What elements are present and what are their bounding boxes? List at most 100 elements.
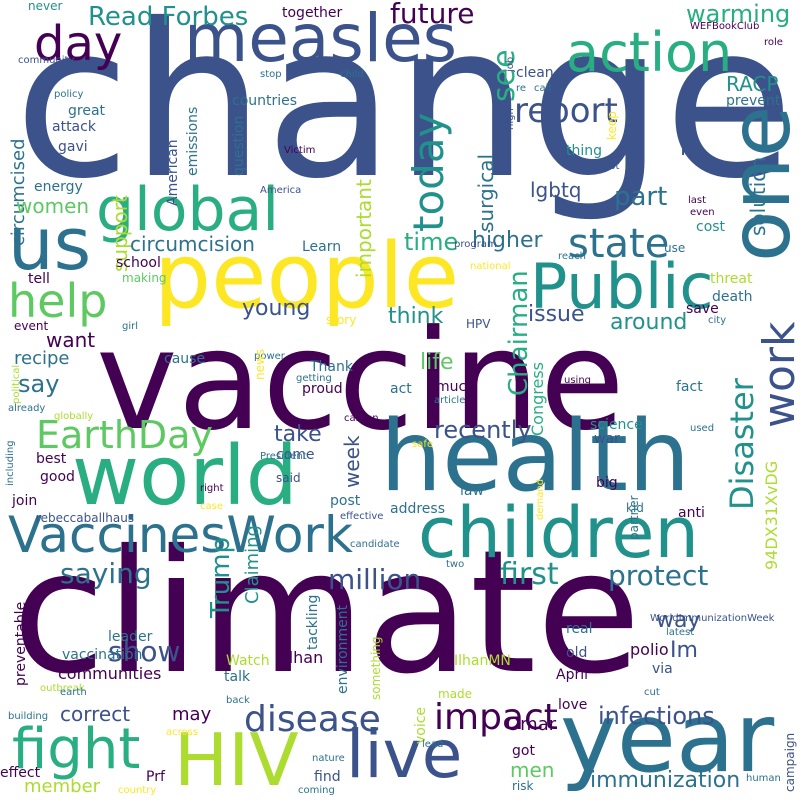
word: country xyxy=(118,785,157,796)
word: may xyxy=(172,704,212,725)
word: clean xyxy=(516,65,554,81)
word: using xyxy=(564,375,592,386)
word: event xyxy=(14,319,49,333)
word: Congress xyxy=(528,362,547,436)
word: recently xyxy=(434,416,532,444)
word: vaccination xyxy=(62,647,143,663)
word: children xyxy=(418,492,699,574)
word: Trump xyxy=(206,536,236,618)
word: said xyxy=(276,471,301,485)
word: President xyxy=(260,451,307,462)
word: energy xyxy=(34,179,83,195)
word: risk xyxy=(512,779,534,793)
word: role xyxy=(764,37,783,48)
word: action xyxy=(566,21,733,84)
word: America xyxy=(260,185,302,196)
word: school xyxy=(116,255,161,271)
word: surgical xyxy=(474,153,498,232)
word: change xyxy=(14,0,795,225)
word: already xyxy=(8,403,46,414)
word: emissions xyxy=(185,106,201,176)
word: impact xyxy=(434,697,558,738)
word: re xyxy=(516,83,527,94)
word: communities xyxy=(58,664,162,683)
word: outbreak xyxy=(40,683,85,694)
word: good xyxy=(40,469,75,485)
word: stop xyxy=(260,69,282,80)
word: question xyxy=(231,115,247,176)
word: safe xyxy=(412,439,434,450)
word: coming xyxy=(298,785,335,796)
word: global xyxy=(96,175,279,245)
word: lgbt xyxy=(600,161,620,172)
word: health xyxy=(380,400,691,514)
word: HPV xyxy=(466,317,491,331)
word: state xyxy=(568,221,670,267)
word: warming xyxy=(686,0,791,28)
word: best xyxy=(36,451,67,467)
word: fact xyxy=(676,379,703,395)
word: world xyxy=(72,429,298,524)
word: including xyxy=(5,440,16,486)
word: first xyxy=(500,557,559,592)
word: Public xyxy=(530,250,714,323)
word: year xyxy=(560,682,775,794)
word: week xyxy=(340,435,364,488)
word: great xyxy=(68,103,106,119)
word: recipe xyxy=(14,348,70,369)
word: keep xyxy=(605,111,619,140)
word: climate xyxy=(12,514,641,712)
word: American xyxy=(165,139,181,206)
word: gavi xyxy=(58,139,88,155)
word: community xyxy=(18,55,75,66)
word: way xyxy=(656,608,701,633)
word: political xyxy=(11,364,22,404)
word: making xyxy=(122,271,167,285)
word: us xyxy=(8,202,92,286)
word: tackling xyxy=(305,594,321,650)
word: child xyxy=(340,69,364,80)
word: talk xyxy=(224,669,251,685)
word: protect xyxy=(608,559,709,592)
word: RACP xyxy=(726,72,779,96)
word: EarthDay xyxy=(36,413,213,457)
word: help xyxy=(8,274,108,328)
word: death xyxy=(712,289,753,305)
word: act xyxy=(390,381,412,397)
word: article xyxy=(434,395,466,406)
word: attack xyxy=(52,119,96,135)
word: i2 xyxy=(680,136,701,161)
word: join xyxy=(12,493,38,509)
word: campaign xyxy=(783,732,797,792)
word: infections xyxy=(598,702,715,730)
word: kid xyxy=(626,501,644,515)
word: young xyxy=(242,296,311,321)
word: cost xyxy=(696,219,726,235)
word: Omar xyxy=(506,714,557,735)
word: old xyxy=(566,645,588,661)
word: effect xyxy=(0,765,41,781)
word: proud xyxy=(302,381,343,397)
word: today xyxy=(404,112,453,232)
word: job xyxy=(505,56,516,72)
word: say xyxy=(18,370,60,398)
word: countries xyxy=(232,93,298,109)
word: power xyxy=(254,351,285,362)
word: leader xyxy=(108,629,153,645)
word: rebeccaballhaus xyxy=(36,511,135,525)
word: big xyxy=(596,475,618,491)
word: case xyxy=(200,501,223,512)
word: correct xyxy=(60,702,131,726)
word: preventable xyxy=(13,601,29,686)
word: think xyxy=(388,304,444,329)
word: future xyxy=(390,0,475,30)
word: save xyxy=(686,301,719,317)
word: April xyxy=(556,667,588,683)
word: getting xyxy=(296,373,332,384)
word: across xyxy=(166,727,199,738)
word: men xyxy=(510,758,555,782)
word: part xyxy=(614,182,668,212)
word: used xyxy=(690,423,715,434)
word: lgbtq xyxy=(530,178,582,202)
word: post xyxy=(330,493,361,509)
